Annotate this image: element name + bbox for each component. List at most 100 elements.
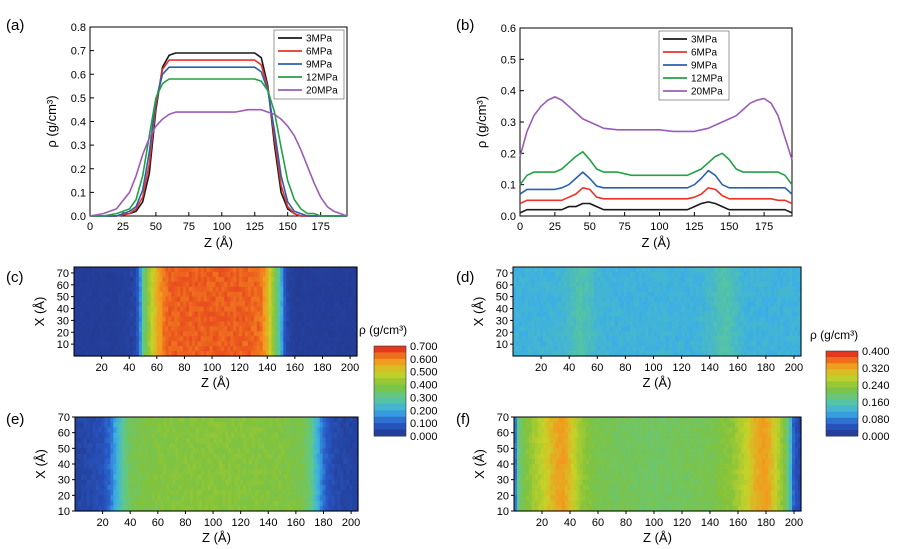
heatmap-cell [122, 448, 126, 455]
heatmap-cell [145, 458, 150, 465]
heatmap-cell [209, 346, 214, 352]
heatmap-cell [213, 474, 218, 481]
heatmap-cell [576, 271, 580, 278]
heatmap-cell [318, 316, 323, 322]
heatmap-cell [234, 464, 238, 470]
heatmap-cell [705, 316, 709, 322]
heatmap-cell [262, 346, 267, 352]
y-tick-label: 0.1 [71, 187, 86, 199]
heatmap-cell [295, 267, 299, 273]
heatmap-cell [198, 422, 203, 429]
heatmap-cell [648, 291, 652, 298]
heatmap-cell [153, 351, 158, 357]
heatmap-cell [110, 437, 114, 444]
heatmap-cell [80, 443, 85, 449]
heatmap-cell [224, 311, 228, 318]
heatmap-cell [750, 326, 754, 332]
heatmap-cell [330, 316, 335, 322]
heatmap-cell [284, 490, 288, 496]
heatmap-cell [132, 291, 137, 298]
heatmap-cell [295, 286, 299, 293]
heatmap-cell [197, 321, 202, 327]
heatmap-cell [80, 458, 85, 465]
series-line-12MPa [519, 151, 793, 186]
heatmap-cell [666, 296, 670, 303]
heatmap-cell [690, 291, 694, 298]
heatmap-cell [250, 276, 255, 283]
heatmap-cell [101, 417, 106, 423]
heatmap-cell [242, 306, 246, 313]
heatmap-cell [756, 281, 760, 288]
heatmap-cell [765, 316, 769, 322]
heatmap-cell [231, 474, 235, 481]
heatmap-cell [756, 321, 760, 327]
heatmap-cell [606, 346, 610, 352]
heatmap-cell [133, 505, 138, 512]
heatmap-cell [79, 351, 84, 357]
heatmap-cell [154, 490, 159, 496]
heatmap-cell [744, 286, 748, 293]
heatmap-cell [124, 267, 128, 273]
heatmap-cell [774, 267, 778, 273]
heatmap-cell [280, 291, 284, 298]
heatmap-cell [630, 311, 634, 318]
heatmap-cell [351, 296, 355, 303]
heatmap-cell [240, 479, 244, 486]
heatmap-cell [227, 291, 231, 298]
heatmap-cell [678, 281, 682, 288]
heatmap-cell [726, 351, 730, 357]
heatmap-cell [293, 474, 297, 481]
heatmap-cell [324, 331, 329, 337]
heatmap-cell [103, 271, 108, 278]
heatmap-cell [348, 291, 352, 298]
heatmap-cell [528, 321, 532, 327]
heatmap-cell [154, 448, 159, 455]
heatmap-cell [798, 286, 802, 293]
heatmap-cell [228, 453, 232, 460]
heatmap-cell [85, 316, 90, 322]
heatmap-cell [768, 326, 772, 332]
heatmap-cell [189, 427, 194, 434]
heatmap-cell [312, 271, 317, 278]
heatmap-cell [735, 321, 739, 327]
series-line-12MPa [90, 78, 347, 217]
heatmap-cell [780, 311, 784, 318]
heatmap-cell [645, 326, 649, 332]
heatmap-cell [693, 267, 697, 273]
heatmap-cell [109, 267, 113, 273]
heatmap-cell [534, 341, 538, 347]
heatmap-cell [672, 326, 676, 332]
heatmap-cell [265, 267, 270, 273]
heatmap-cell [681, 331, 685, 337]
heatmap-cell [354, 311, 358, 318]
heatmap-cell [206, 326, 211, 332]
heatmap-cell [324, 326, 329, 332]
heatmap-cell [594, 267, 598, 273]
heatmap-cell [651, 311, 655, 318]
heatmap-cell [225, 484, 229, 491]
heatmap-cell [306, 311, 311, 318]
heatmap-cell [744, 336, 748, 342]
heatmap-cell [570, 316, 574, 322]
heatmap-cell [732, 326, 736, 332]
heatmap-cell [582, 341, 586, 347]
heatmap-cell [546, 291, 550, 298]
heatmap-cell [534, 276, 538, 283]
heatmap-cell [110, 453, 114, 460]
heatmap-cell [86, 427, 91, 434]
heatmap-cell [729, 281, 733, 288]
heatmap-cell [675, 326, 679, 332]
heatmap-cell [284, 427, 288, 434]
heatmap-cell [131, 427, 135, 434]
heatmap-cell [221, 291, 225, 298]
heatmap-cell [187, 484, 191, 491]
heatmap-cell [144, 341, 149, 347]
heatmap-cell [175, 500, 179, 507]
heatmap-cell [741, 311, 745, 318]
heatmap-cell [723, 301, 727, 308]
heatmap-cell [244, 271, 249, 278]
heatmap-cell [210, 453, 215, 460]
heatmap-cell [163, 500, 167, 507]
heatmap-cell [203, 276, 208, 283]
heatmap-cell [195, 500, 200, 507]
